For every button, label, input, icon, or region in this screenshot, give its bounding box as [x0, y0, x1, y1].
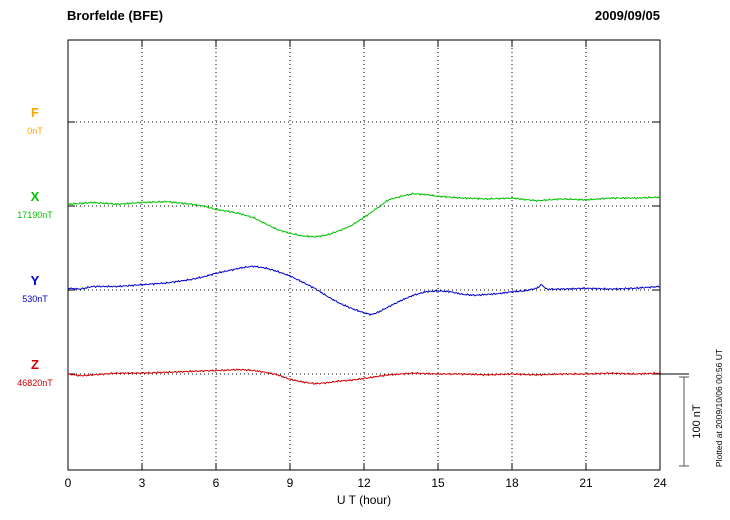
series-baseline-value-Y: 530nT [22, 294, 48, 304]
x-axis-label: U T (hour) [336, 493, 392, 507]
x-tick-label: 9 [286, 476, 294, 490]
series-name-X: X [30, 189, 40, 204]
trace-X [67, 192, 661, 238]
trace-Z [67, 368, 661, 385]
x-tick-label: 0 [64, 476, 72, 490]
x-tick-label: 15 [431, 476, 445, 490]
x-tick-label: 18 [505, 476, 519, 490]
x-tick-label: 12 [357, 476, 371, 490]
series-name-Z: Z [31, 357, 39, 372]
x-tick-label: 24 [653, 476, 667, 490]
plot-date: 2009/09/05 [594, 8, 660, 23]
trace-Y [67, 265, 661, 316]
station-title: Brorfelde (BFE) [67, 8, 164, 23]
series-name-F: F [31, 105, 39, 120]
x-tick-label: 3 [138, 476, 146, 490]
x-tick-label: 21 [579, 476, 593, 490]
plotted-at-note: Plotted at 2009/10/06 00:56 UT [714, 348, 724, 468]
series-baseline-value-X: 17190nT [17, 210, 53, 220]
scale-bar-label: 100 nT [691, 404, 703, 439]
series-name-Y: Y [30, 273, 40, 288]
x-tick-label: 6 [212, 476, 220, 490]
series-baseline-value-F: 0nT [27, 126, 43, 136]
series-baseline-value-Z: 46820nT [17, 378, 53, 388]
